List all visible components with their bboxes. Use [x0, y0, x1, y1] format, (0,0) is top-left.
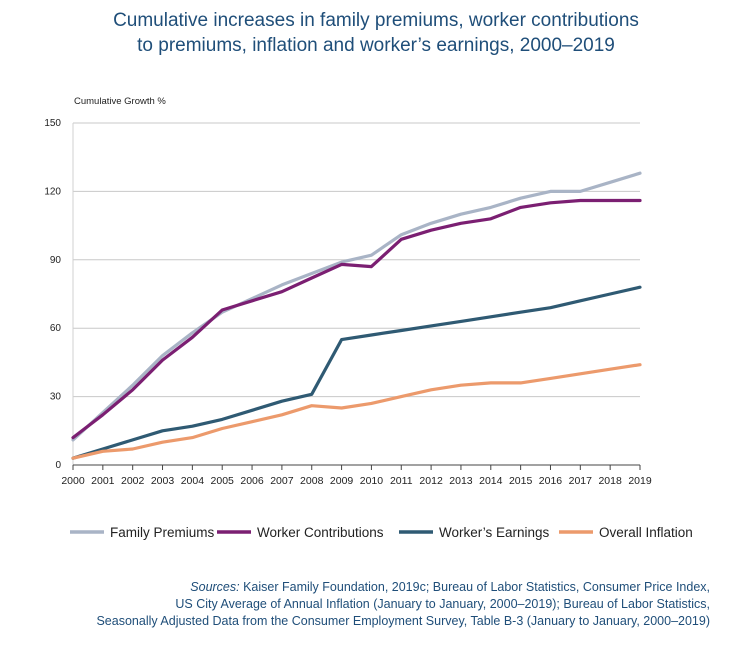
- chart-title-line: to premiums, inflation and worker’s earn…: [137, 35, 615, 56]
- y-axis-label: Cumulative Growth %: [74, 96, 166, 107]
- legend-label: Worker Contributions: [257, 525, 384, 540]
- x-tick-label: 2015: [509, 475, 533, 487]
- x-tick-label: 2012: [419, 475, 443, 487]
- x-tick-label: 2013: [449, 475, 473, 487]
- y-tick-label: 0: [55, 460, 61, 471]
- y-tick-label: 90: [50, 255, 62, 266]
- x-tick-label: 2009: [330, 475, 354, 487]
- x-tick-label: 2003: [151, 475, 175, 487]
- x-tick-label: 2010: [360, 475, 384, 487]
- legend: Family Premiums Worker Contributions Worke…: [70, 525, 693, 540]
- x-tick-label: 2008: [300, 475, 324, 487]
- x-tick-label: 2007: [270, 475, 294, 487]
- y-tick-label: 60: [50, 323, 62, 334]
- sources-line-1: Kaiser Family Foundation, 2019c; Bureau …: [239, 580, 710, 594]
- series-line-worker-contributions: [71, 198, 642, 440]
- legend-label: Overall Inflation: [599, 525, 693, 540]
- x-tick-label: 2004: [181, 475, 205, 487]
- x-tick-label: 2001: [91, 475, 115, 487]
- x-tick-label: 2017: [569, 475, 593, 487]
- x-axis: 2000 2001 2002 2003 2004 2005 2006 2007 2008 2009…: [61, 464, 652, 487]
- x-tick-label: 2016: [539, 475, 563, 487]
- chart-title: Cumulative increases in family premiums,…: [0, 8, 752, 58]
- legend-label: Worker’s Earnings: [439, 525, 550, 540]
- grid: [72, 122, 640, 465]
- sources-label: Sources:: [190, 580, 240, 594]
- series-line-family-premiums: [71, 171, 642, 442]
- sources-line-3: Seasonally Adjusted Data from the Consum…: [96, 614, 710, 628]
- x-tick-label: 2019: [628, 475, 652, 487]
- series-line-worker-s-earnings: [71, 285, 642, 460]
- y-tick-label: 30: [50, 392, 62, 403]
- y-axis: 0 30 60 90 120 150: [44, 118, 61, 471]
- x-tick-label: 2006: [240, 475, 264, 487]
- sources-note: Sources: Kaiser Family Foundation, 2019c…: [96, 579, 710, 630]
- x-tick-label: 2018: [598, 475, 622, 487]
- sources-line-2: US City Average of Annual Inflation (Jan…: [175, 597, 710, 611]
- chart-title-line: Cumulative increases in family premiums,…: [113, 10, 639, 31]
- x-tick-label: 2002: [121, 475, 145, 487]
- x-tick-label: 2011: [390, 475, 413, 487]
- series-line-overall-inflation: [71, 363, 642, 460]
- x-tick-label: 2005: [211, 475, 235, 487]
- x-tick-label: 2014: [479, 475, 503, 487]
- series-lines: [71, 171, 642, 460]
- x-tick-label: 2000: [61, 475, 85, 487]
- y-tick-label: 120: [44, 186, 61, 197]
- y-tick-label: 150: [44, 118, 61, 129]
- legend-label: Family Premiums: [110, 525, 215, 540]
